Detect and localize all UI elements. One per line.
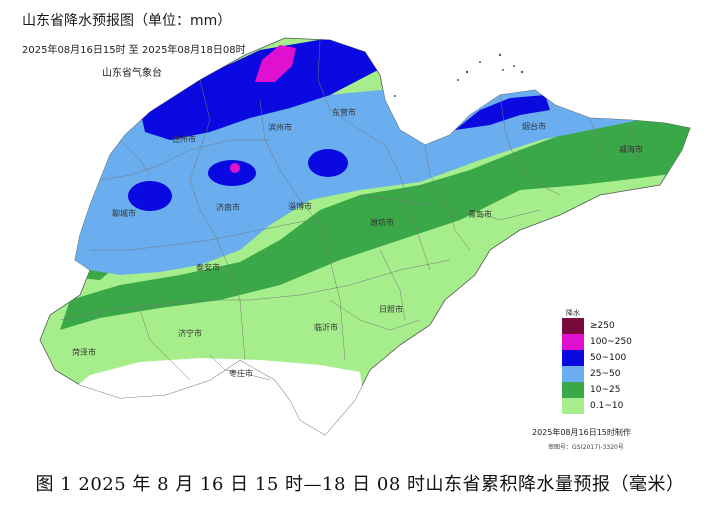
issuing-agency: 山东省气象台 — [102, 68, 162, 79]
legend-label: 0.1~10 — [590, 401, 624, 411]
city-label-rizhao: 日照市 — [379, 304, 403, 314]
city-label-liaocheng: 聊城市 — [112, 208, 136, 218]
city-label-dezhou: 德州市 — [172, 134, 196, 144]
legend-item: 100~250 — [562, 334, 652, 350]
band-10-25 — [60, 110, 690, 330]
city-label-jining: 济宁市 — [178, 328, 202, 338]
city-label-yantai: 烟台市 — [522, 121, 546, 131]
legend-item: 0.1~10 — [562, 398, 652, 414]
legend-label: 10~25 — [590, 385, 621, 395]
legend-label: 50~100 — [590, 353, 627, 363]
band-100-250 — [255, 45, 296, 82]
city-labels: 德州市 滨州市 东营市 烟台市 威海市 聊城市 济南市 淄博市 潍坊市 青岛市 … — [72, 107, 643, 378]
city-label-taian: 泰安市 — [196, 262, 220, 272]
city-label-zibo: 淄博市 — [288, 201, 312, 211]
band-50-100-jinan — [208, 160, 256, 186]
city-label-linyi: 临沂市 — [314, 322, 338, 332]
map-review-number: 审图号：GS(2017)-3320号 — [548, 444, 624, 451]
legend-swatch — [562, 382, 584, 398]
production-note: 2025年08月16日15时制作 — [532, 428, 631, 437]
band-50-100-zibo — [308, 149, 348, 177]
city-label-dongying: 东营市 — [332, 107, 356, 117]
legend-label: 25~50 — [590, 369, 621, 379]
band-50-100-north — [140, 38, 378, 140]
city-label-weihai: 威海市 — [619, 144, 643, 154]
shandong-map — [39, 37, 691, 436]
city-label-jinan: 济南市 — [216, 202, 240, 212]
band-100-250-jinan — [230, 163, 240, 173]
legend-label: ≥250 — [590, 321, 615, 331]
legend-item: 50~100 — [562, 350, 652, 366]
city-label-zaozhuang: 枣庄市 — [229, 368, 253, 378]
legend-item: 10~25 — [562, 382, 652, 398]
islands — [394, 53, 524, 97]
legend-swatch — [562, 334, 584, 350]
boundaries — [59, 39, 641, 381]
map-title: 山东省降水预报图（单位：mm） — [22, 13, 232, 29]
precipitation-legend: 降水 ≥250 100~250 50~100 25~50 10~25 0.1~10 — [562, 308, 652, 414]
legend-label: 100~250 — [590, 337, 632, 347]
legend-swatch — [562, 366, 584, 382]
city-label-heze: 菏泽市 — [72, 347, 96, 357]
city-label-weifang: 潍坊市 — [370, 217, 394, 227]
legend-item: ≥250 — [562, 318, 652, 334]
legend-swatch — [562, 398, 584, 414]
forecast-time-range: 2025年08月16日15时 至 2025年08月18日08时 — [22, 45, 246, 56]
legend-item: 25~50 — [562, 366, 652, 382]
city-label-binzhou: 滨州市 — [268, 122, 292, 132]
legend-swatch — [562, 350, 584, 366]
figure-caption: 图 1 2025 年 8 月 16 日 15 时—18 日 08 时山东省累积降… — [35, 474, 685, 495]
legend-heading: 降水 — [566, 309, 580, 317]
city-label-qingdao: 青岛市 — [468, 209, 492, 219]
legend-swatch — [562, 318, 584, 334]
band-50-100-liaocheng — [128, 181, 172, 211]
